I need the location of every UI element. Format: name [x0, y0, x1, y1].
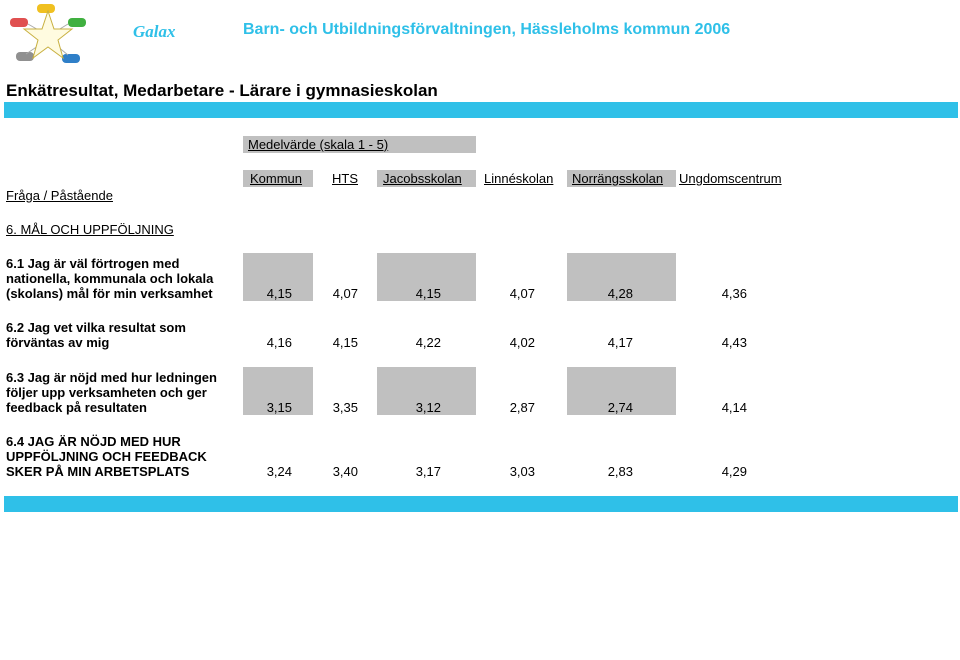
scale-label: Medelvärde (skala 1 - 5): [248, 137, 389, 152]
page-title: Enkätresultat, Medarbetare - Lärare i gy…: [6, 81, 438, 100]
col-header-kommun: Kommun: [250, 171, 303, 186]
galax-logo: [10, 4, 86, 63]
row1-ungdomscentrum-value: 4,36: [721, 286, 747, 301]
row1-norrangsskolan-value: 4,28: [607, 286, 633, 301]
organization-title: Barn- och Utbildningsförvaltningen, Häss…: [243, 21, 731, 38]
col-header-ungdomscentrum: Ungdomscentrum: [679, 171, 782, 186]
row1-hts-value: 4,07: [332, 286, 358, 301]
col-header-linneskolan: Linnéskolan: [484, 171, 554, 186]
question-6-3: 6.3 Jag är nöjd med hur ledningen följer…: [6, 370, 217, 415]
row3-norrangsskolan-shade: [567, 367, 676, 415]
row1-linneskolan-value: 4,07: [509, 286, 535, 301]
section-heading: 6. MÅL OCH UPPFÖLJNING: [6, 222, 174, 237]
question-6-4: 6.4 JAG ÄR NÖJD MED HUR UPPFÖLJNING OCH …: [6, 434, 207, 479]
row1-kommun-value: 4,15: [266, 286, 292, 301]
row3-kommun-shade: [243, 367, 313, 415]
col-norrangsskolan-header-shade: [567, 170, 676, 187]
row1-kommun-shade: [243, 253, 313, 301]
row1-jacobsskolan-value: 4,15: [415, 286, 441, 301]
col-header-hts: HTS: [332, 171, 358, 186]
row3-hts-value: 3,35: [332, 400, 358, 415]
brand-name: Galax: [133, 22, 176, 41]
row3-kommun-value: 3,15: [266, 400, 292, 415]
row4-hts-value: 3,40: [332, 464, 358, 479]
row2-kommun-value: 4,16: [266, 335, 292, 350]
row1-norrangsskolan-shade: [567, 253, 676, 301]
row3-ungdomscentrum-value: 4,14: [721, 400, 747, 415]
question-6-1: 6.1 Jag är väl förtrogen med nationella,…: [6, 256, 214, 301]
row2-hts-value: 4,15: [332, 335, 358, 350]
row4-linneskolan-value: 3,03: [509, 464, 535, 479]
row2-norrangsskolan-value: 4,17: [607, 335, 633, 350]
bottom-divider-bar: [4, 496, 958, 512]
question-column-header: Fråga / Påstående: [6, 188, 113, 203]
row2-ungdomscentrum-value: 4,43: [721, 335, 747, 350]
col-header-jacobsskolan: Jacobsskolan: [383, 171, 462, 186]
col-header-norrangsskolan: Norrängsskolan: [572, 171, 664, 186]
row3-jacobsskolan-shade: [377, 367, 476, 415]
row1-jacobsskolan-shade: [377, 253, 476, 301]
row4-kommun-value: 3,24: [266, 464, 292, 479]
question-6-2: 6.2 Jag vet vilka resultat som förväntas…: [6, 320, 186, 350]
row2-linneskolan-value: 4,02: [509, 335, 535, 350]
row4-ungdomscentrum-value: 4,29: [721, 464, 747, 479]
row4-norrangsskolan-value: 2,83: [607, 464, 633, 479]
row4-jacobsskolan-value: 3,17: [415, 464, 441, 479]
row2-jacobsskolan-value: 4,22: [415, 335, 441, 350]
col-kommun-header-shade: [243, 170, 313, 187]
row3-linneskolan-value: 2,87: [509, 400, 535, 415]
row3-jacobsskolan-value: 3,12: [415, 400, 441, 415]
top-divider-bar: [4, 102, 958, 118]
scale-header-shade: [243, 136, 476, 153]
col-jacobsskolan-header-shade: [377, 170, 476, 187]
row3-norrangsskolan-value: 2,74: [607, 400, 633, 415]
